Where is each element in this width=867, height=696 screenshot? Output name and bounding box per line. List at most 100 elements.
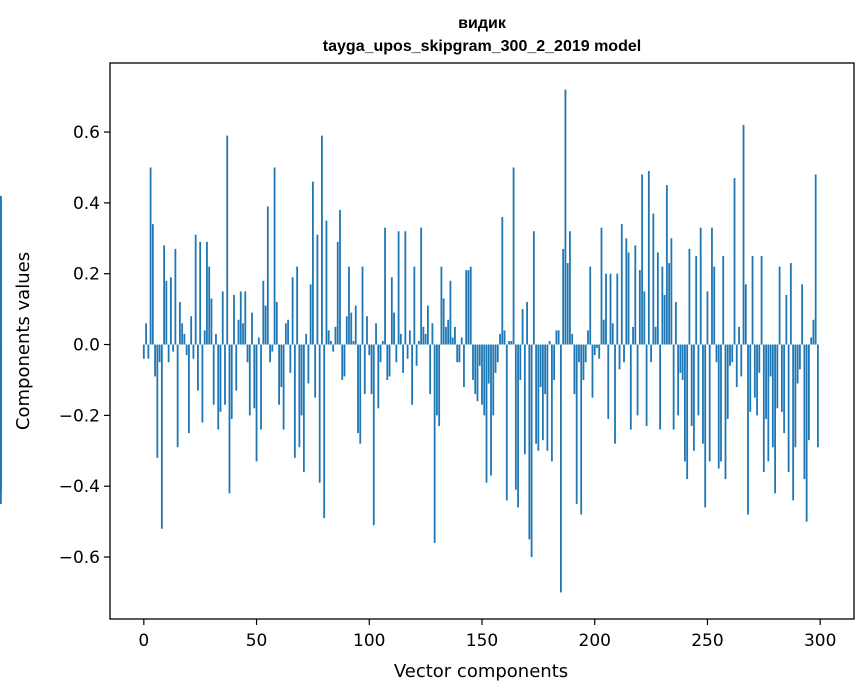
y-tick-label: 0.6 — [73, 123, 100, 143]
bar — [260, 344, 262, 430]
bar — [580, 344, 583, 515]
bar — [273, 167, 276, 345]
bar — [751, 256, 754, 345]
bar — [514, 344, 517, 490]
bar — [255, 344, 258, 462]
bar — [302, 344, 305, 473]
bar — [715, 344, 718, 363]
bar — [442, 298, 445, 345]
bar — [478, 344, 481, 366]
x-tick-label: 50 — [246, 631, 268, 651]
bar — [593, 344, 596, 356]
bar — [503, 330, 506, 345]
y-tick-label: 0.4 — [73, 194, 100, 214]
bar — [266, 206, 269, 345]
bar — [321, 135, 323, 345]
bar — [756, 344, 758, 416]
bar — [289, 344, 292, 373]
bar — [747, 344, 749, 515]
bar — [645, 344, 648, 426]
bar — [702, 344, 704, 444]
bar — [384, 227, 386, 345]
bar — [688, 248, 691, 345]
bar — [771, 344, 774, 448]
bar — [359, 344, 362, 444]
bar — [481, 344, 483, 405]
bar — [735, 344, 738, 388]
bar — [537, 344, 540, 451]
bar — [280, 344, 283, 388]
bar — [287, 319, 290, 345]
bar — [668, 263, 671, 345]
bar — [357, 344, 359, 434]
bar — [618, 344, 621, 370]
bar — [413, 266, 416, 345]
bar — [215, 333, 217, 345]
y-axis-label: Components values — [13, 252, 34, 430]
bar — [386, 344, 389, 380]
bar — [192, 344, 195, 359]
bar — [305, 333, 308, 345]
bar — [151, 224, 154, 345]
bar — [780, 344, 783, 412]
x-tick-label: 100 — [353, 631, 385, 651]
bar — [165, 280, 168, 345]
bar — [596, 344, 598, 349]
bar — [451, 337, 454, 345]
bar — [684, 344, 686, 462]
bar — [284, 323, 287, 345]
bar — [316, 234, 319, 345]
bar — [620, 224, 623, 345]
bar — [794, 344, 797, 448]
bar — [399, 333, 402, 345]
bar — [510, 341, 513, 345]
bar — [686, 344, 689, 480]
bar — [519, 344, 522, 380]
bar — [147, 344, 150, 359]
bar — [742, 124, 745, 345]
bar — [584, 344, 587, 363]
bar — [323, 344, 326, 519]
bar — [711, 227, 713, 345]
bar — [602, 319, 605, 345]
bar — [210, 298, 213, 345]
bar — [796, 344, 799, 384]
bar — [314, 344, 317, 398]
bar — [632, 326, 634, 345]
bar — [325, 220, 328, 345]
bar — [183, 333, 186, 345]
bar — [0, 195, 2, 345]
bar — [661, 266, 664, 345]
bar — [312, 181, 314, 345]
bar — [228, 344, 231, 494]
bar — [656, 252, 659, 345]
bar — [354, 305, 357, 345]
bar — [426, 305, 429, 345]
chart-title: видик — [458, 15, 507, 32]
bar — [465, 270, 468, 345]
bar — [201, 344, 204, 423]
y-tick-label: 0.2 — [73, 265, 100, 285]
bar — [397, 231, 400, 345]
bar — [729, 344, 731, 366]
bar — [160, 344, 163, 529]
bar — [566, 263, 569, 345]
bar — [235, 344, 238, 391]
bar — [190, 316, 193, 345]
bar — [598, 344, 601, 359]
bar — [438, 344, 441, 426]
bar — [339, 209, 341, 345]
bar — [817, 344, 819, 448]
bar — [663, 294, 666, 345]
bar — [582, 344, 585, 380]
bar — [808, 344, 810, 441]
bar — [460, 337, 463, 345]
bar — [607, 344, 610, 419]
bar — [275, 302, 278, 345]
bar — [783, 344, 786, 434]
bar — [776, 344, 779, 409]
x-tick-label: 0 — [138, 631, 149, 651]
bar — [431, 323, 434, 345]
bar — [508, 341, 510, 345]
